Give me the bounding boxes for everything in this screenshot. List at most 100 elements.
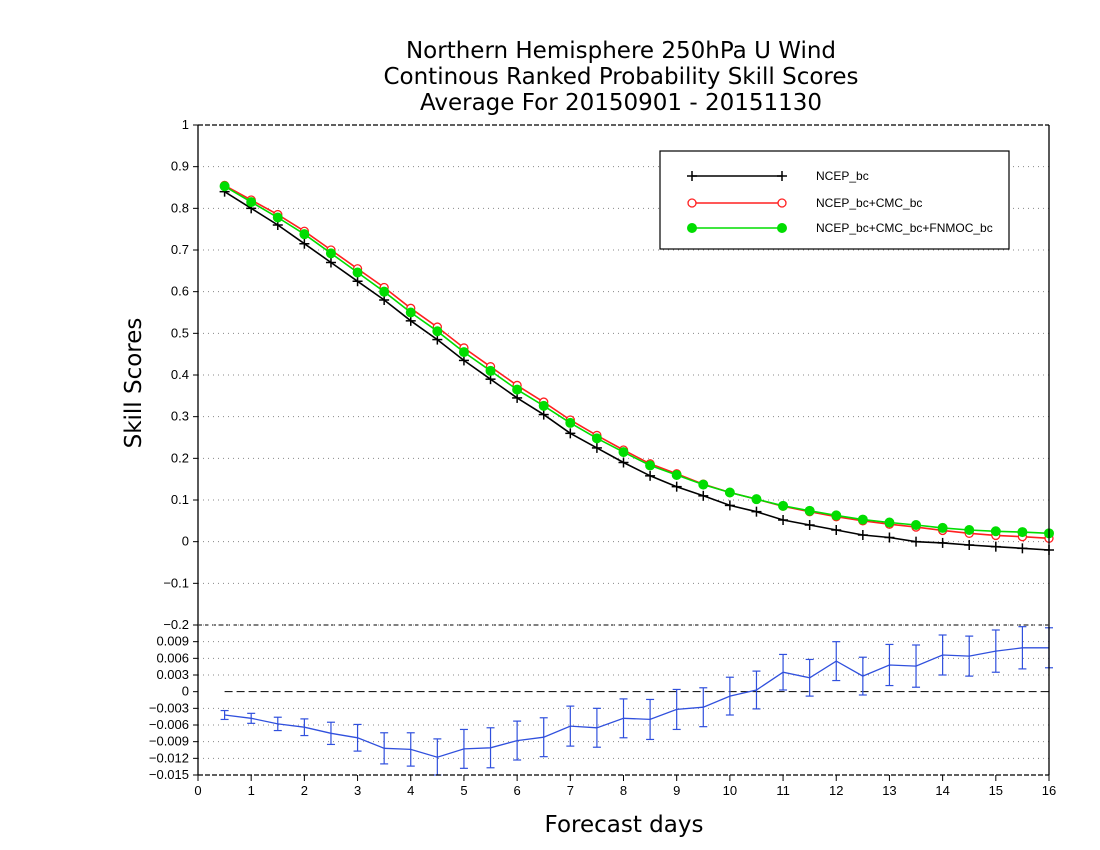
bottom-y-tick-label: −0.009 [149,734,189,749]
filled-circle-marker [512,384,523,395]
plus-marker [1017,543,1028,554]
filled-circle-marker [485,365,496,376]
error-bar [672,688,681,731]
x-tick-label: 16 [1042,783,1056,798]
error-bar [912,644,921,688]
filled-circle-marker [937,522,948,533]
filled-circle-marker [299,229,310,240]
x-tick-label: 1 [248,783,255,798]
filled-circle-marker [698,479,709,490]
error-bar [566,705,575,747]
error-bar [513,720,522,761]
x-axis-label: Forecast days [545,812,704,838]
filled-circle-marker [671,470,682,480]
bottom-panel-series [220,626,1053,776]
y-axis-label: Skill Scores [121,318,147,449]
top-y-tick-label: −0.2 [163,617,189,632]
top-y-tick-label: −0.1 [163,575,189,590]
top-y-tick-label: 0.5 [171,325,189,340]
legend-label: NCEP_bc [816,169,869,183]
x-tick-label: 3 [354,783,361,798]
plus-marker [884,532,895,543]
top-y-tick-label: 0 [182,534,189,549]
top-y-tick-label: 1 [182,117,189,132]
plus-marker [687,171,697,181]
filled-circle-marker [325,248,336,259]
error-bar [486,727,495,769]
top-y-tick-label: 0.7 [171,242,189,257]
plus-marker [751,506,762,517]
plus-marker [724,500,735,511]
plus-marker [804,520,815,530]
error-bar [991,629,1000,673]
filled-circle-marker [272,212,283,223]
plus-marker [937,537,948,548]
title-line-1: Northern Hemisphere 250hPa U Wind [406,38,836,64]
x-axis-ticks: 0 1 2 3 4 5 6 7 8 9 10 11 12 13 14 15 16 [194,775,1056,798]
error-bar [326,721,335,746]
filled-circle-marker [911,520,922,530]
bottom-y-tick-label: −0.012 [149,750,189,765]
legend-label: NCEP_bc+CMC_bc+FNMOC_bc [816,221,993,235]
top-panel-y-ticks: 1 0.9 0.8 0.7 0.6 0.5 0.4 0.3 0.2 0.1 0 −0.1 −0.2 [163,117,198,632]
top-y-tick-label: 0.1 [171,492,189,507]
filled-circle-marker [565,417,576,428]
filled-circle-marker [246,197,257,208]
plus-marker [618,457,629,468]
error-bar [220,709,229,721]
plus-marker [538,409,549,420]
filled-circle-marker [724,487,735,498]
error-bar [353,723,362,752]
x-tick-label: 5 [460,783,467,798]
bottom-y-tick-label: 0.009 [156,634,189,649]
top-y-tick-label: 0.9 [171,159,189,174]
error-bar [699,687,708,728]
top-y-tick-label: 0.3 [171,409,189,424]
top-panel-series [219,180,1054,555]
filled-circle-marker [687,223,697,233]
error-bar [592,707,601,748]
x-tick-label: 9 [673,783,680,798]
title-line-2: Continous Ranked Probability Skill Score… [383,64,858,90]
filled-circle-marker [1017,527,1028,538]
bottom-y-tick-label: −0.003 [149,700,189,715]
plus-marker [352,276,363,287]
x-tick-label: 8 [620,783,627,798]
plus-marker [778,515,789,525]
x-tick-label: 11 [776,783,790,798]
error-bar [938,634,947,676]
filled-circle-marker [458,347,469,358]
error-bar [725,676,734,716]
x-tick-label: 7 [567,783,574,798]
filled-circle-marker [831,510,842,521]
plus-marker [990,541,1001,552]
plus-marker [299,238,310,249]
filled-circle-marker [538,400,549,411]
error-bar [539,717,548,758]
plus-marker [857,530,868,540]
error-bar [752,670,761,710]
error-bar [619,698,628,739]
legend-entry: NCEP_bc+CMC_bc [687,196,922,210]
filled-circle-marker [591,433,602,444]
plus-marker [831,525,842,535]
filled-circle-marker [379,286,390,297]
legend-entry: NCEP_bc+CMC_bc+FNMOC_bc [687,221,993,235]
error-bar [779,653,788,691]
plus-marker [777,171,787,181]
bottom-y-tick-label: 0.003 [156,667,189,682]
x-tick-label: 6 [514,783,521,798]
x-tick-label: 15 [989,783,1003,798]
bottom-y-tick-label: 0.006 [156,650,189,665]
error-bar [885,643,894,687]
open-circle-marker [777,198,787,208]
plus-marker [964,540,975,550]
difference-line [224,647,1049,758]
filled-circle-marker [964,525,975,535]
bottom-y-tick-label: −0.006 [149,717,189,732]
bottom-y-tick-label: −0.015 [149,767,189,782]
top-y-tick-label: 0.2 [171,450,189,465]
filled-circle-marker [432,326,443,337]
x-tick-label: 0 [194,783,201,798]
